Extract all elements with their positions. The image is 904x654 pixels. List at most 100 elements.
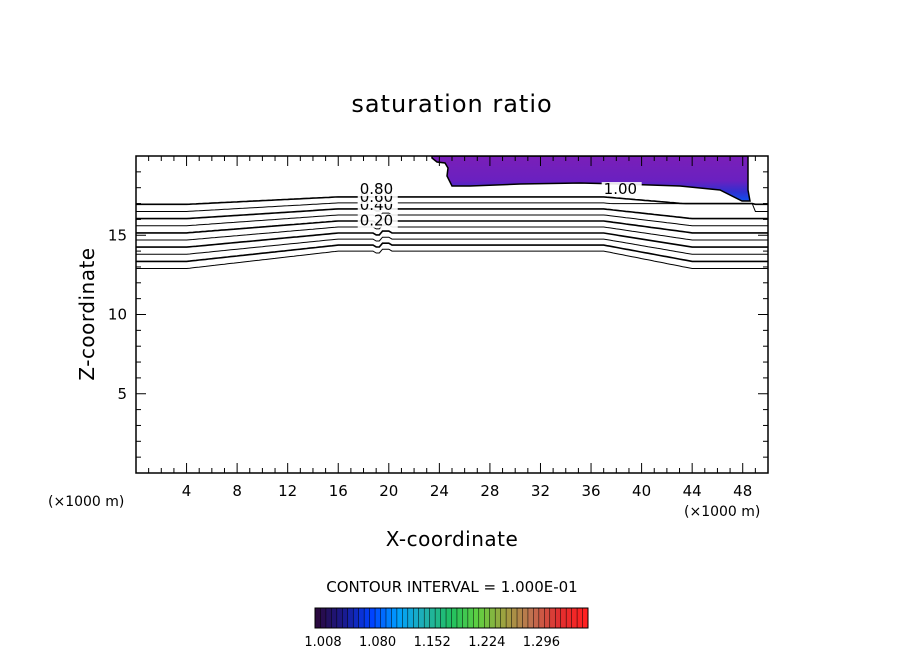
colorbar-tick-label: 1.152 bbox=[414, 635, 451, 650]
contour-line bbox=[136, 200, 768, 212]
contour-label: 0.20 bbox=[360, 212, 393, 230]
colorbar-swatch bbox=[506, 608, 512, 628]
y-tick-label: 5 bbox=[117, 385, 127, 403]
colorbar-swatch bbox=[533, 608, 540, 628]
contour-line bbox=[136, 218, 768, 234]
x-tick-labels: 4 8 12 16 20 24 28 32 36 40 44 48 bbox=[182, 482, 752, 500]
colorbar-swatch bbox=[418, 608, 425, 628]
contour-line bbox=[136, 212, 768, 227]
chart-title: saturation ratio bbox=[351, 90, 552, 118]
colorbar-swatch bbox=[571, 608, 578, 628]
x-tick-label: 20 bbox=[379, 482, 398, 500]
contour-line bbox=[136, 194, 768, 206]
colorbar-swatch bbox=[484, 608, 491, 628]
x-unit-right: (×1000 m) bbox=[684, 504, 760, 520]
colorbar-swatch bbox=[380, 608, 387, 628]
colorbar-swatch bbox=[342, 608, 349, 628]
x-tick-label: 36 bbox=[581, 482, 600, 500]
x-unit-left: (×1000 m) bbox=[48, 494, 124, 510]
colorbar-swatch bbox=[555, 608, 561, 628]
colorbar-swatch bbox=[489, 608, 496, 628]
contour-lines bbox=[136, 194, 768, 269]
x-tick-label: 32 bbox=[531, 482, 550, 500]
x-tick-label: 16 bbox=[329, 482, 348, 500]
contour-line bbox=[136, 242, 768, 263]
x-tick-label: 12 bbox=[278, 482, 297, 500]
colorbar-swatch bbox=[364, 608, 370, 628]
colorbar-swatch bbox=[451, 608, 458, 628]
colorbar-swatch bbox=[315, 608, 321, 628]
colorbar-swatch bbox=[544, 608, 551, 628]
contour-label-bg bbox=[357, 182, 398, 197]
colorbar-swatch bbox=[353, 608, 359, 628]
colorbar-swatch bbox=[462, 608, 469, 628]
x-tick-label: 40 bbox=[632, 482, 651, 500]
colorbar-tick-label: 1.080 bbox=[359, 635, 396, 650]
colorbar-swatch bbox=[407, 608, 414, 628]
contour-line bbox=[136, 236, 768, 255]
colorbar-swatch bbox=[320, 608, 327, 628]
colorbar-tick-label: 1.296 bbox=[523, 635, 560, 650]
contour-label-bg bbox=[601, 182, 642, 197]
contour-label-bg bbox=[357, 213, 398, 228]
x-tick-label: 4 bbox=[182, 482, 192, 500]
contour-interval-note: CONTOUR INTERVAL = 1.000E-01 bbox=[326, 578, 577, 596]
colorbar-swatch bbox=[385, 608, 392, 628]
colorbar-swatch bbox=[538, 608, 545, 628]
colorbar-swatch bbox=[577, 608, 583, 628]
colorbar-swatch bbox=[336, 608, 343, 628]
colorbar-swatch bbox=[429, 608, 436, 628]
x-tick-label: 48 bbox=[733, 482, 752, 500]
contour-line bbox=[136, 206, 768, 220]
contour-label: 0.80 bbox=[360, 180, 393, 198]
colorbar-swatch bbox=[522, 608, 529, 628]
colorbar-swatch bbox=[325, 608, 332, 628]
colorbar-swatch bbox=[560, 608, 567, 628]
colorbar-swatch bbox=[435, 608, 441, 628]
x-tick-label: 24 bbox=[430, 482, 449, 500]
colorbar-swatch bbox=[527, 608, 534, 628]
contour-line bbox=[136, 224, 768, 241]
colorbar-swatch bbox=[495, 608, 501, 628]
colorbar-tick-label: 1.008 bbox=[304, 635, 341, 650]
colorbar-swatch bbox=[440, 608, 447, 628]
y-tick-labels: 5 10 15 bbox=[108, 226, 127, 403]
colorbar-swatch bbox=[402, 608, 409, 628]
colorbar-swatch bbox=[331, 608, 338, 628]
contour-line bbox=[136, 248, 768, 269]
colorbar-swatch bbox=[467, 608, 474, 628]
colorbar-swatch bbox=[473, 608, 480, 628]
x-tick-label: 44 bbox=[683, 482, 702, 500]
colorbar-swatch bbox=[347, 608, 354, 628]
supersaturation-region bbox=[431, 156, 751, 202]
contour-line bbox=[136, 230, 768, 248]
colorbar-swatch bbox=[456, 608, 463, 628]
colorbar-swatch bbox=[500, 608, 507, 628]
colorbar-swatch bbox=[511, 608, 518, 628]
contour-label: 1.00 bbox=[604, 180, 637, 198]
x-tick-label: 8 bbox=[232, 482, 242, 500]
colorbar-tick-label: 1.224 bbox=[468, 635, 505, 650]
colorbar-swatch bbox=[549, 608, 556, 628]
x-axis-label: X-coordinate bbox=[386, 527, 519, 551]
y-tick-label: 15 bbox=[108, 226, 127, 244]
colorbar-swatch bbox=[517, 608, 523, 628]
colorbar-labels: 1.008 1.080 1.152 1.224 1.296 bbox=[304, 635, 560, 650]
colorbar-swatch bbox=[391, 608, 398, 628]
x-tick-label: 28 bbox=[480, 482, 499, 500]
colorbar-swatch bbox=[413, 608, 420, 628]
colorbar-swatch bbox=[369, 608, 376, 628]
colorbar-swatch bbox=[358, 608, 365, 628]
colorbar-swatch bbox=[396, 608, 403, 628]
colorbar-swatch bbox=[582, 608, 589, 628]
y-axis-label: Z-coordinate bbox=[75, 247, 99, 380]
colorbar-swatch bbox=[424, 608, 430, 628]
colorbar-swatch bbox=[446, 608, 452, 628]
axis-ticks bbox=[136, 156, 768, 473]
y-tick-label: 10 bbox=[108, 306, 127, 324]
contour-labels: 0.200.400.600.80 1.00 bbox=[357, 180, 642, 230]
colorbar-swatch bbox=[566, 608, 572, 628]
colorbar-swatch bbox=[375, 608, 381, 628]
colorbar bbox=[314, 607, 589, 629]
